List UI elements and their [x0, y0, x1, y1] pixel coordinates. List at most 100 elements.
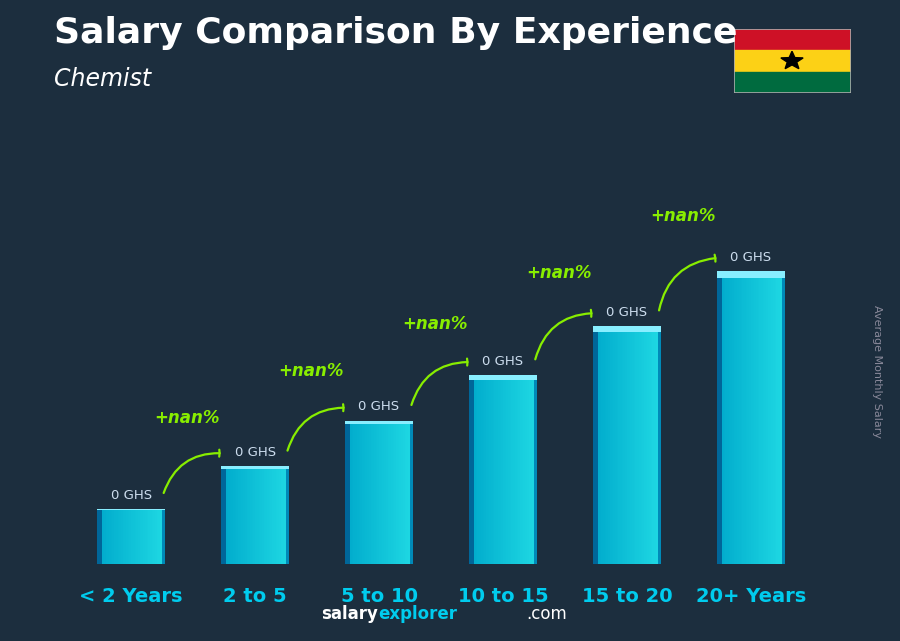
Bar [374, 420, 376, 564]
Bar [147, 509, 149, 564]
Bar [593, 326, 595, 564]
Bar [97, 509, 102, 564]
Bar [140, 509, 141, 564]
Bar [522, 375, 524, 564]
Bar [221, 466, 223, 564]
Bar [601, 326, 603, 564]
Bar [610, 326, 612, 564]
Text: +nan%: +nan% [650, 207, 716, 225]
Bar [746, 271, 748, 564]
Text: salary: salary [321, 605, 378, 623]
Bar [615, 326, 616, 564]
Bar [255, 466, 257, 564]
Bar [283, 466, 284, 564]
Bar [394, 420, 396, 564]
Bar [408, 420, 410, 564]
Bar [269, 466, 271, 564]
Bar [488, 375, 490, 564]
Bar [763, 271, 765, 564]
Bar [612, 326, 614, 564]
Bar [164, 509, 166, 564]
Bar [469, 375, 473, 564]
Bar [396, 420, 398, 564]
Bar [627, 326, 629, 564]
Bar [345, 420, 346, 564]
Polygon shape [781, 51, 803, 69]
Bar [624, 326, 625, 564]
Bar [103, 509, 104, 564]
Bar [758, 271, 760, 564]
Bar [469, 375, 471, 564]
Bar [373, 420, 374, 564]
Bar [507, 375, 508, 564]
Bar [101, 509, 103, 564]
Bar [264, 466, 266, 564]
Bar [114, 509, 116, 564]
Bar [160, 509, 162, 564]
Text: +nan%: +nan% [154, 409, 220, 427]
Bar [406, 420, 409, 564]
Bar [250, 466, 252, 564]
Bar [369, 420, 371, 564]
Bar [783, 271, 785, 564]
Bar [390, 420, 392, 564]
Bar [367, 420, 369, 564]
Bar [391, 420, 393, 564]
Bar [528, 375, 530, 564]
Bar [97, 509, 166, 510]
Bar [162, 509, 166, 564]
Bar [598, 326, 600, 564]
Text: < 2 Years: < 2 Years [79, 587, 183, 606]
Bar [410, 420, 413, 564]
Bar [658, 326, 661, 564]
Bar [99, 509, 101, 564]
Text: 2 to 5: 2 to 5 [223, 587, 287, 606]
Bar [744, 271, 746, 564]
Bar [398, 420, 400, 564]
Bar [722, 271, 724, 564]
Bar [153, 509, 156, 564]
Bar [382, 420, 384, 564]
Bar [773, 271, 775, 564]
Text: 0 GHS: 0 GHS [235, 446, 275, 459]
Bar [356, 420, 357, 564]
Bar [284, 466, 286, 564]
Bar [603, 326, 605, 564]
Bar [649, 326, 651, 564]
Bar [119, 509, 122, 564]
Bar [534, 375, 537, 564]
Bar [130, 509, 131, 564]
Bar [112, 509, 114, 564]
Bar [224, 466, 227, 564]
Bar [651, 326, 652, 564]
Bar [637, 326, 639, 564]
Bar [281, 466, 283, 564]
Text: 0 GHS: 0 GHS [730, 251, 771, 263]
Bar [386, 420, 388, 564]
Bar [639, 326, 641, 564]
Bar [484, 375, 486, 564]
Bar [518, 375, 520, 564]
Bar [158, 509, 160, 564]
Bar [128, 509, 130, 564]
Bar [644, 326, 646, 564]
Text: 10 to 15: 10 to 15 [458, 587, 548, 606]
Bar [277, 466, 279, 564]
Bar [732, 271, 734, 564]
Bar [116, 509, 118, 564]
Bar [247, 466, 248, 564]
Bar [352, 420, 354, 564]
Bar [734, 50, 850, 72]
Bar [509, 375, 512, 564]
Bar [403, 420, 405, 564]
Bar [761, 271, 763, 564]
Bar [221, 466, 226, 564]
Bar [354, 420, 356, 564]
Bar [632, 326, 634, 564]
Bar [228, 466, 230, 564]
Bar [781, 271, 785, 564]
Bar [109, 509, 111, 564]
Bar [513, 375, 515, 564]
Bar [245, 466, 247, 564]
Bar [734, 29, 850, 50]
